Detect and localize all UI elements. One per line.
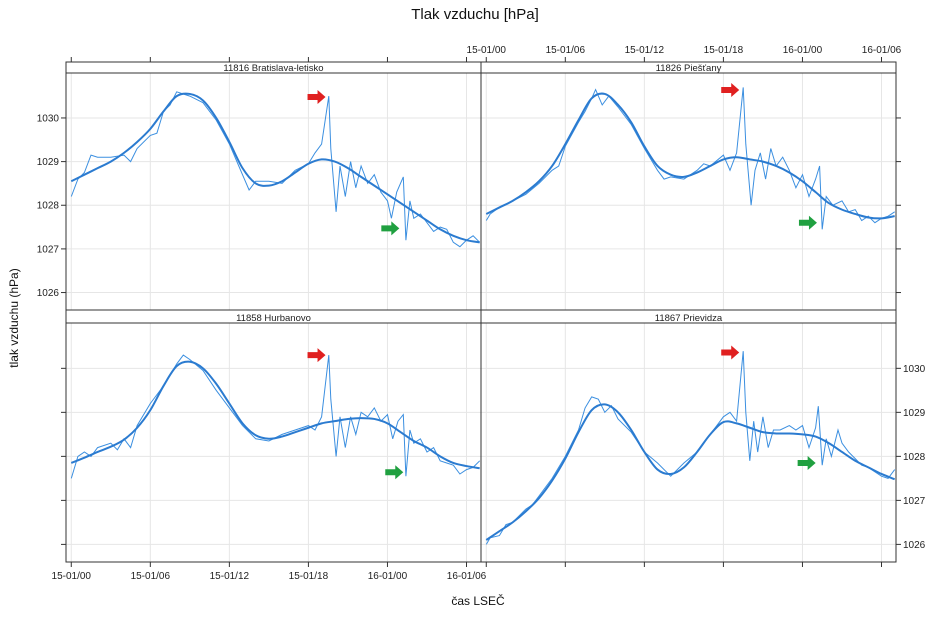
- x-tick-label: 16-01/00: [783, 45, 823, 56]
- red-arrow-icon: [721, 83, 740, 98]
- smooth-series-line: [70, 92, 480, 244]
- x-tick-label: 16-01/06: [447, 571, 487, 582]
- raw-series-line: [485, 87, 895, 230]
- green-arrow-icon: [797, 455, 816, 470]
- y-tick-label: 1026: [903, 540, 926, 551]
- panel-11867-prievidza: 11867 Prievidza 1026 1027 1028 1029 1030: [480, 309, 926, 567]
- raw-series-line: [485, 351, 896, 545]
- x-tick-label: 15-01/00: [467, 45, 507, 56]
- smooth-series-line: [485, 92, 895, 220]
- y-tick-label: 1028: [903, 452, 926, 463]
- y-tick-label: 1030: [37, 113, 60, 124]
- y-tick-label: 1027: [37, 244, 60, 255]
- panel-11826-pie-any: 11826 Piešťany 15-01/00 15-01/06 15-01/12 15…: [467, 45, 902, 311]
- x-tick-label: 15-01/12: [210, 571, 250, 582]
- green-arrow-icon: [798, 215, 817, 230]
- y-tick-label: 1028: [37, 201, 60, 212]
- y-tick-label: 1026: [37, 288, 60, 299]
- y-tick-label: 1027: [903, 496, 926, 507]
- panel-strip-label: 11867 Prievidza: [655, 313, 723, 324]
- x-tick-label: 16-01/00: [368, 571, 408, 582]
- x-tick-label: 15-01/00: [52, 571, 92, 582]
- green-arrow-icon: [381, 221, 400, 236]
- green-arrow-icon: [385, 465, 404, 480]
- x-tick-label: 15-01/06: [546, 45, 586, 56]
- x-axis-label: čas LSEČ: [451, 593, 505, 608]
- red-arrow-icon: [307, 90, 326, 105]
- x-tick-label: 15-01/12: [625, 45, 665, 56]
- panel-11858-hurbanovo: 11858 Hurbanovo 15-01/00 15-01/06 15-01/12 1…: [52, 309, 487, 582]
- y-tick-label: 1029: [903, 408, 926, 419]
- x-tick-label: 15-01/06: [131, 571, 171, 582]
- raw-series-line: [70, 91, 481, 248]
- panel-frame: [65, 72, 482, 311]
- panel-11816-bratislava-letisko: 11816 Bratislava-letisko 1026 1027 1028 1029…: [37, 57, 482, 311]
- raw-series-line: [70, 354, 481, 479]
- red-arrow-icon: [721, 345, 740, 360]
- panel-frame: [480, 322, 897, 563]
- panel-strip-label: 11858 Hurbanovo: [236, 313, 311, 324]
- smooth-series-line: [70, 360, 480, 470]
- y-axis-label: tlak vzduchu (hPa): [7, 268, 21, 367]
- panel-strip-label: 11826 Piešťany: [656, 63, 722, 74]
- smooth-series-line: [485, 403, 896, 541]
- red-arrow-icon: [307, 348, 326, 363]
- x-tick-label: 16-01/06: [862, 45, 902, 56]
- x-tick-label: 15-01/18: [289, 571, 329, 582]
- y-tick-label: 1030: [903, 364, 926, 375]
- y-tick-label: 1029: [37, 157, 60, 168]
- x-tick-label: 15-01/18: [704, 45, 744, 56]
- panel-frame: [480, 72, 897, 311]
- chart-title: Tlak vzduchu [hPa]: [411, 6, 539, 23]
- panel-strip-label: 11816 Bratislava-letisko: [223, 63, 323, 74]
